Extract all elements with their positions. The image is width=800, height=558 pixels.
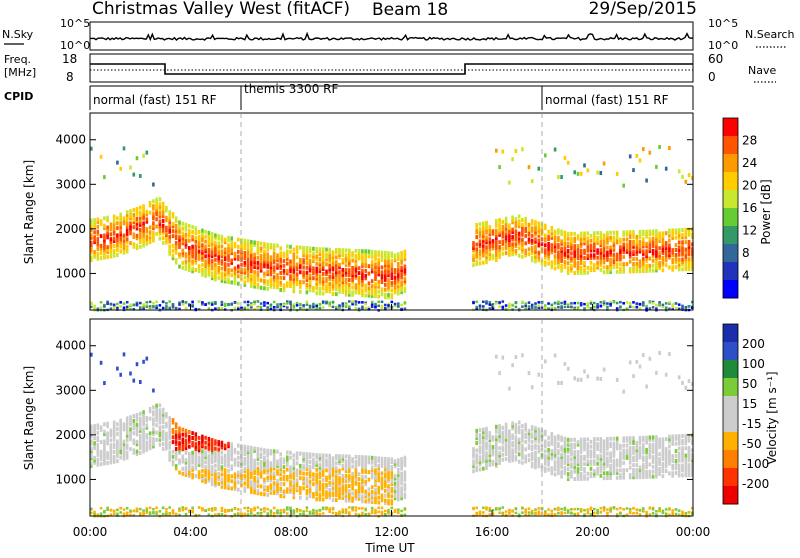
velocity-ylabel: Slant Range [km] — [22, 366, 36, 470]
cpid-segment-3: normal (fast) 151 RF — [545, 93, 669, 107]
colorbar-tick-label: 8 — [742, 246, 750, 260]
colorbar-swatch — [723, 396, 738, 415]
cpid-panel: CPID normal (fast) 151 RF themis 3300 RF… — [4, 82, 693, 110]
cpid-label: CPID — [4, 90, 33, 103]
xtick-label: 00:00 — [676, 525, 711, 539]
colorbar-swatch — [723, 262, 738, 281]
ytick-label: 3000 — [55, 383, 86, 397]
xtick-label: 12:00 — [374, 525, 409, 539]
colorbar-swatch — [723, 118, 738, 137]
colorbar-swatch — [723, 378, 738, 397]
power-ylabel: Slant Range [km] — [22, 160, 36, 264]
colorbar-swatch — [723, 450, 738, 469]
noise-right-tick-low: 10^0 — [708, 39, 738, 52]
radar-title: Christmas Valley West (fitACF) — [92, 0, 350, 19]
velocity-heatmap — [90, 351, 694, 518]
colorbar-tick-label: 50 — [742, 377, 757, 391]
nave-tick-high: 60 — [708, 52, 723, 66]
colorbar-swatch — [723, 360, 738, 379]
ytick-label: 3000 — [55, 177, 86, 191]
xtick-label: 16:00 — [475, 525, 510, 539]
cpid-segment-2: themis 3300 RF — [244, 82, 338, 96]
nave-label: Nave — [748, 64, 776, 77]
colorbar-tick-label: 200 — [742, 337, 765, 351]
noise-left-label: N.Sky — [2, 28, 34, 41]
freq-unit-label: [MHz] — [4, 66, 36, 79]
freq-tick-low: 8 — [66, 70, 74, 84]
colorbar-swatch — [723, 136, 738, 155]
colorbar-swatch — [723, 172, 738, 191]
colorbar-swatch — [723, 468, 738, 487]
colorbar-swatch — [723, 154, 738, 173]
ytick-label: 1000 — [55, 472, 86, 486]
colorbar-tick-label: 12 — [742, 224, 757, 238]
xtick-label: 04:00 — [173, 525, 208, 539]
frequency-line — [90, 64, 693, 74]
colorbar-swatch — [723, 226, 738, 245]
colorbar-tick-label: 20 — [742, 179, 757, 193]
freq-label: Freq. — [4, 53, 31, 66]
cpid-segment-1: normal (fast) 151 RF — [93, 93, 217, 107]
xtick-label: 00:00 — [73, 525, 108, 539]
date-label: 29/Sep/2015 — [589, 0, 697, 19]
colorbar-tick-label: 15 — [742, 397, 757, 411]
velocity-colorbar-label: Velocity [m s⁻¹] — [765, 371, 779, 464]
colorbar-swatch — [723, 280, 738, 299]
freq-panel-frame — [90, 54, 693, 82]
xtick-label: 08:00 — [274, 525, 309, 539]
noise-left-tick-low: 10^0 — [60, 39, 90, 52]
beam-label: Beam 18 — [372, 0, 448, 20]
colorbar-tick-label: 28 — [742, 134, 757, 148]
power-colorbar-label: Power [dB] — [759, 179, 773, 244]
colorbar-swatch — [723, 414, 738, 433]
ytick-label: 4000 — [55, 339, 86, 353]
colorbar-tick-label: -50 — [742, 437, 762, 451]
x-axis-label: Time UT — [364, 541, 415, 554]
colorbar-swatch — [723, 342, 738, 361]
colorbar-swatch — [723, 486, 738, 505]
colorbar-swatch — [723, 208, 738, 227]
noise-right-label: N.Search — [745, 28, 795, 41]
colorbar-tick-label: 16 — [742, 201, 757, 215]
power-colorbar: 28 24 20 16 12 8 4 — [723, 118, 757, 299]
colorbar-swatch — [723, 244, 738, 263]
colorbar-tick-label: 100 — [742, 357, 765, 371]
noise-panel: N.Sky 10^5 10^0 10^5 10^0 N.Search — [2, 17, 795, 52]
noise-left-tick-high: 10^5 — [60, 17, 90, 30]
ytick-label: 2000 — [55, 428, 86, 442]
power-panel: Slant Range [km] 1000 2000 3000 4000 28 24 20… — [22, 113, 773, 312]
noise-sky-line — [90, 34, 693, 40]
colorbar-swatch — [723, 324, 738, 343]
ytick-label: 4000 — [55, 133, 86, 147]
noise-panel-frame — [90, 22, 693, 50]
noise-right-tick-high: 10^5 — [708, 17, 738, 30]
colorbar-swatch — [723, 190, 738, 209]
colorbar-tick-label: 24 — [742, 156, 757, 170]
colorbar-tick-label: -200 — [742, 477, 769, 491]
colorbar-tick-label: 4 — [742, 269, 750, 283]
nave-tick-low: 0 — [708, 70, 716, 84]
xtick-label: 20:00 — [575, 525, 610, 539]
frequency-panel: Freq. [MHz] 18 8 60 0 Nave — [4, 52, 776, 84]
velocity-panel: Slant Range [km] 1000 2000 3000 4000 200 100… — [22, 319, 779, 518]
freq-tick-high: 18 — [62, 52, 77, 66]
power-panel-frame — [90, 113, 693, 310]
colorbar-swatch — [723, 432, 738, 451]
colorbar-tick-label: -15 — [742, 417, 762, 431]
velocity-panel-frame — [90, 319, 693, 516]
ytick-label: 2000 — [55, 222, 86, 236]
power-heatmap — [90, 145, 694, 312]
ytick-label: 1000 — [55, 266, 86, 280]
